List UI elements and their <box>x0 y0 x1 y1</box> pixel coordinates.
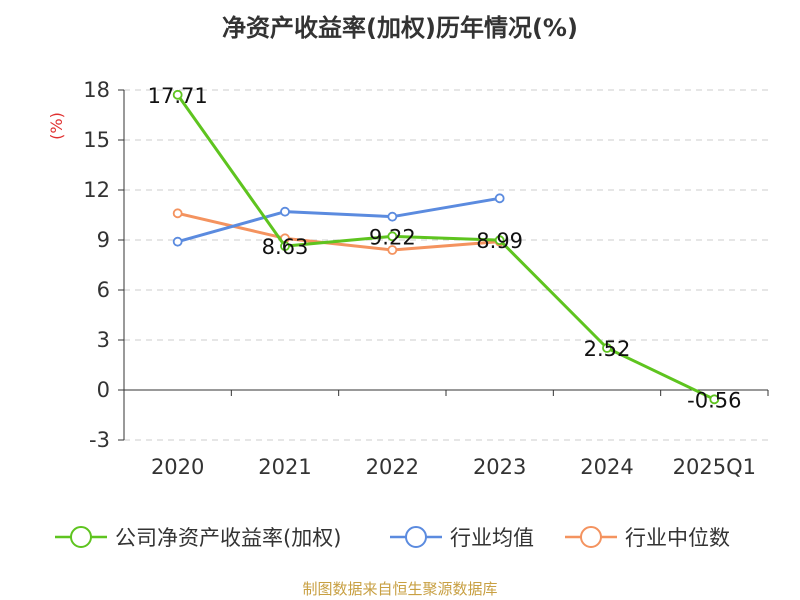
legend-label: 行业中位数 <box>625 526 730 550</box>
source-note: 制图数据来自恒生聚源数据库 <box>302 580 498 598</box>
data-point <box>172 208 183 219</box>
data-point <box>172 236 183 247</box>
y-unit-label: (%) <box>47 112 66 140</box>
data-point <box>387 231 398 242</box>
data-label: -0.56 <box>687 388 741 412</box>
x-tick-label: 2024 <box>580 455 633 479</box>
data-point <box>387 245 398 255</box>
y-tick-label: -3 <box>89 428 110 452</box>
legend-swatch-icon <box>580 526 602 548</box>
x-tick-label: 2021 <box>258 455 311 479</box>
data-point <box>172 89 183 100</box>
data-label: 2.52 <box>584 337 631 361</box>
data-point <box>280 241 290 252</box>
y-tick-label: 6 <box>97 278 110 302</box>
legend-swatch-icon <box>70 526 92 548</box>
data-point <box>602 343 612 353</box>
y-tick-label: 0 <box>97 378 110 402</box>
legend-swatch-icon <box>405 526 427 548</box>
data-point <box>709 394 720 405</box>
data-point <box>387 211 398 222</box>
series-line <box>177 211 500 252</box>
x-tick-label: 2022 <box>366 455 419 479</box>
y-tick-label: 18 <box>83 78 110 102</box>
data-label: 8.99 <box>476 229 523 253</box>
x-tick-label: 2025Q1 <box>673 455 756 479</box>
legend-label: 公司净资产收益率(加权) <box>115 526 341 550</box>
data-point <box>280 206 290 217</box>
y-tick-label: 12 <box>83 178 110 202</box>
data-label: 17.71 <box>148 84 208 108</box>
series-line <box>176 93 715 401</box>
series-line <box>177 196 500 244</box>
chart-title: 净资产收益率(加权)历年情况(%) <box>222 14 578 42</box>
data-point <box>494 193 505 204</box>
legend-label: 行业均值 <box>450 526 534 550</box>
x-tick-label: 2023 <box>473 455 526 479</box>
data-label: 9.22 <box>369 225 416 249</box>
x-tick-label: 2020 <box>151 455 204 479</box>
y-tick-label: 9 <box>97 228 110 252</box>
data-point <box>494 235 505 246</box>
data-label: 8.63 <box>262 235 309 259</box>
y-tick-label: 15 <box>83 128 110 152</box>
y-tick-label: 3 <box>97 328 110 352</box>
